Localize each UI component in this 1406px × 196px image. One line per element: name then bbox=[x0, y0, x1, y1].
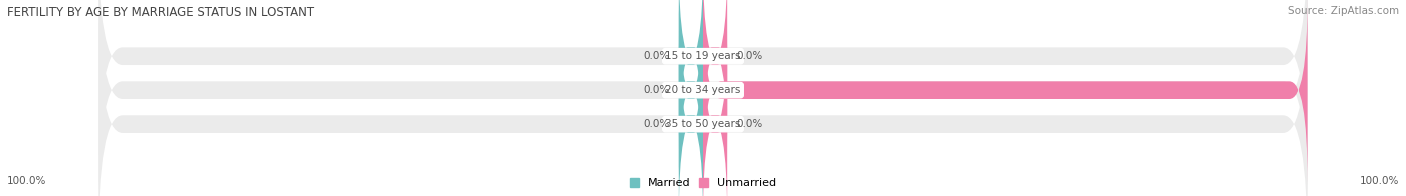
Text: 100.0%: 100.0% bbox=[7, 176, 46, 186]
Text: 100.0%: 100.0% bbox=[1360, 176, 1399, 186]
Text: 20 to 34 years: 20 to 34 years bbox=[665, 85, 741, 95]
FancyBboxPatch shape bbox=[703, 0, 1308, 183]
Text: 100.0%: 100.0% bbox=[1316, 85, 1355, 95]
Text: 35 to 50 years: 35 to 50 years bbox=[665, 119, 741, 129]
Text: 0.0%: 0.0% bbox=[644, 51, 669, 61]
FancyBboxPatch shape bbox=[703, 31, 727, 196]
Legend: Married, Unmarried: Married, Unmarried bbox=[630, 178, 776, 189]
FancyBboxPatch shape bbox=[98, 0, 1308, 196]
Text: 0.0%: 0.0% bbox=[644, 85, 669, 95]
Text: 0.0%: 0.0% bbox=[644, 119, 669, 129]
FancyBboxPatch shape bbox=[98, 0, 1308, 183]
Text: 0.0%: 0.0% bbox=[737, 119, 762, 129]
FancyBboxPatch shape bbox=[679, 0, 703, 183]
Text: 15 to 19 years: 15 to 19 years bbox=[665, 51, 741, 61]
Text: Source: ZipAtlas.com: Source: ZipAtlas.com bbox=[1288, 6, 1399, 16]
FancyBboxPatch shape bbox=[679, 31, 703, 196]
Text: FERTILITY BY AGE BY MARRIAGE STATUS IN LOSTANT: FERTILITY BY AGE BY MARRIAGE STATUS IN L… bbox=[7, 6, 314, 19]
Text: 0.0%: 0.0% bbox=[737, 51, 762, 61]
FancyBboxPatch shape bbox=[679, 0, 703, 149]
FancyBboxPatch shape bbox=[98, 0, 1308, 196]
FancyBboxPatch shape bbox=[703, 0, 727, 149]
